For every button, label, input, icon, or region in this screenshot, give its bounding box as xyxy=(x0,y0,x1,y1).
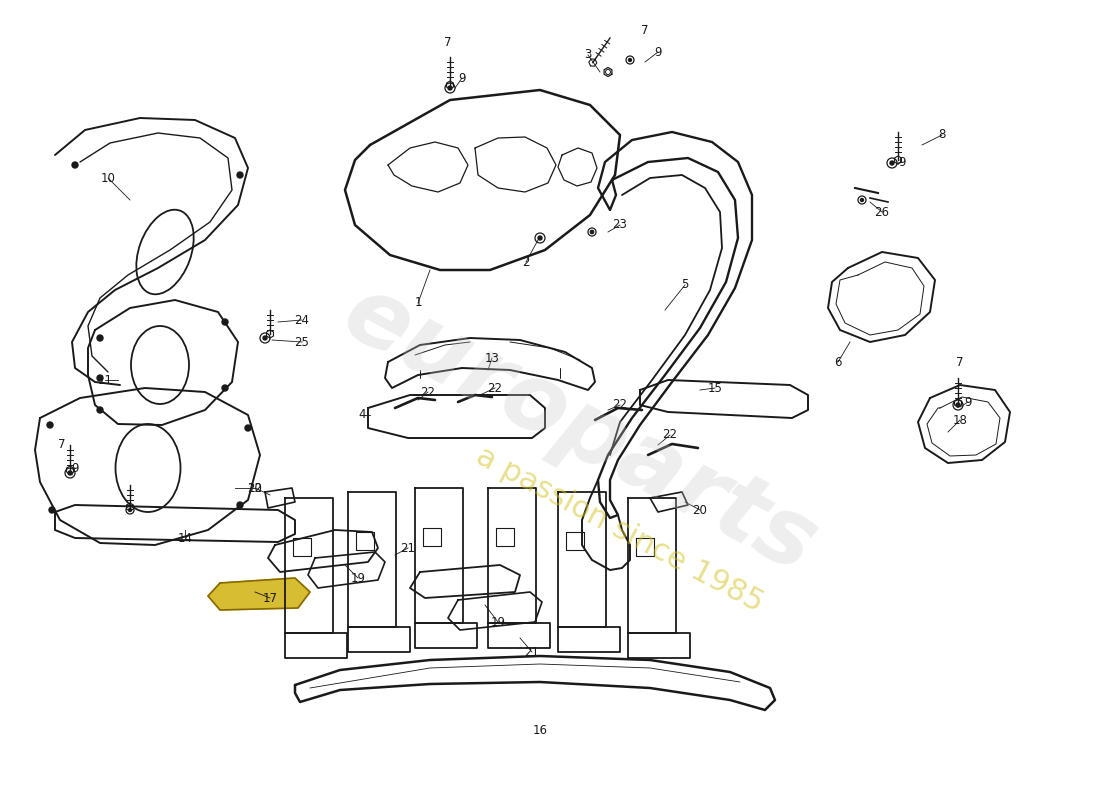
Text: 19: 19 xyxy=(351,571,365,585)
Text: 23: 23 xyxy=(613,218,627,231)
Text: 9: 9 xyxy=(459,71,465,85)
Circle shape xyxy=(97,407,103,413)
Text: 7: 7 xyxy=(641,23,649,37)
Text: 22: 22 xyxy=(613,398,627,411)
Text: 25: 25 xyxy=(295,335,309,349)
Text: 8: 8 xyxy=(938,129,946,142)
Text: 17: 17 xyxy=(263,591,277,605)
Text: 1: 1 xyxy=(415,297,421,310)
Text: 14: 14 xyxy=(177,531,192,545)
Text: a passion since 1985: a passion since 1985 xyxy=(472,442,769,618)
Text: 7: 7 xyxy=(956,355,964,369)
Text: 16: 16 xyxy=(532,723,548,737)
Circle shape xyxy=(236,172,243,178)
Text: 4: 4 xyxy=(359,409,365,422)
Text: 22: 22 xyxy=(487,382,503,394)
Circle shape xyxy=(245,425,251,431)
Text: 15: 15 xyxy=(707,382,723,394)
Text: 11: 11 xyxy=(98,374,112,386)
Circle shape xyxy=(47,422,53,428)
Text: 18: 18 xyxy=(953,414,967,426)
Text: 6: 6 xyxy=(834,355,842,369)
Circle shape xyxy=(591,230,594,234)
Circle shape xyxy=(236,502,243,508)
Text: 9: 9 xyxy=(965,395,971,409)
Text: 22: 22 xyxy=(662,429,678,442)
Text: 24: 24 xyxy=(295,314,309,326)
Circle shape xyxy=(50,507,55,513)
Text: europarts: europarts xyxy=(328,266,833,594)
Text: 22: 22 xyxy=(420,386,436,398)
Text: 9: 9 xyxy=(899,155,905,169)
Circle shape xyxy=(628,58,631,62)
Circle shape xyxy=(448,86,452,90)
Text: 26: 26 xyxy=(874,206,890,218)
Circle shape xyxy=(956,403,960,407)
Circle shape xyxy=(222,319,228,325)
Text: 9: 9 xyxy=(654,46,662,58)
Text: 7: 7 xyxy=(444,35,452,49)
Text: 10: 10 xyxy=(100,171,116,185)
Text: 7: 7 xyxy=(58,438,66,451)
Circle shape xyxy=(263,336,267,340)
Circle shape xyxy=(72,162,78,168)
Text: 2: 2 xyxy=(522,255,530,269)
Circle shape xyxy=(890,161,894,165)
Text: 20: 20 xyxy=(248,482,263,494)
Text: 20: 20 xyxy=(693,503,707,517)
Polygon shape xyxy=(208,578,310,610)
Circle shape xyxy=(97,375,103,381)
Text: 19: 19 xyxy=(491,615,506,629)
Circle shape xyxy=(538,236,542,240)
Circle shape xyxy=(129,509,132,511)
Circle shape xyxy=(591,230,594,234)
Text: 5: 5 xyxy=(681,278,689,291)
Circle shape xyxy=(860,198,864,202)
Text: 21: 21 xyxy=(525,646,539,658)
Circle shape xyxy=(68,471,72,475)
Circle shape xyxy=(222,385,228,391)
Text: 21: 21 xyxy=(400,542,416,554)
Text: 12: 12 xyxy=(248,482,263,494)
Circle shape xyxy=(97,335,103,341)
Text: 3: 3 xyxy=(584,49,592,62)
Text: 9: 9 xyxy=(72,462,79,474)
Text: 13: 13 xyxy=(485,351,499,365)
